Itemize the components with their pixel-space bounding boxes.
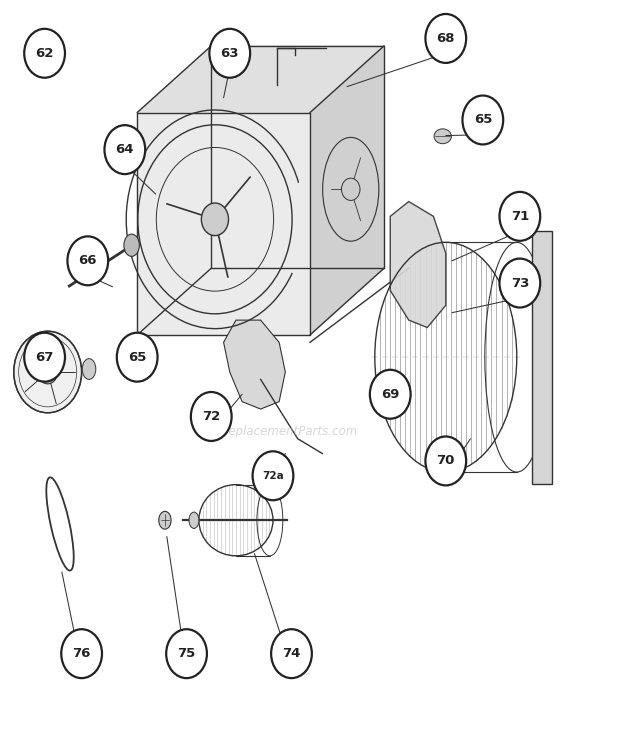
Text: 69: 69 xyxy=(381,388,399,401)
Ellipse shape xyxy=(159,511,171,529)
Circle shape xyxy=(117,333,157,382)
Circle shape xyxy=(24,29,65,77)
Circle shape xyxy=(463,95,503,144)
Text: 65: 65 xyxy=(474,114,492,126)
Text: 73: 73 xyxy=(511,277,529,289)
Circle shape xyxy=(370,370,410,419)
Circle shape xyxy=(271,629,312,678)
Text: 65: 65 xyxy=(128,350,146,364)
Circle shape xyxy=(38,360,58,384)
Text: eReplacementParts.com: eReplacementParts.com xyxy=(213,425,358,437)
Ellipse shape xyxy=(82,359,96,379)
Circle shape xyxy=(104,125,145,174)
Circle shape xyxy=(425,437,466,485)
Circle shape xyxy=(61,629,102,678)
Circle shape xyxy=(166,629,207,678)
Ellipse shape xyxy=(124,234,140,257)
Circle shape xyxy=(68,237,108,285)
Circle shape xyxy=(202,203,229,236)
Text: 67: 67 xyxy=(35,350,54,364)
Circle shape xyxy=(252,452,293,500)
Circle shape xyxy=(500,259,540,307)
Text: 70: 70 xyxy=(436,455,455,467)
Text: 62: 62 xyxy=(35,47,54,60)
Polygon shape xyxy=(224,320,285,409)
Ellipse shape xyxy=(189,512,199,528)
Polygon shape xyxy=(390,202,446,327)
Circle shape xyxy=(500,192,540,241)
Text: 68: 68 xyxy=(436,32,455,45)
Text: 64: 64 xyxy=(115,143,134,156)
Circle shape xyxy=(191,392,232,441)
Ellipse shape xyxy=(434,129,451,144)
Circle shape xyxy=(24,333,65,382)
Text: 75: 75 xyxy=(177,647,196,660)
Text: 74: 74 xyxy=(282,647,301,660)
Circle shape xyxy=(210,29,250,77)
Text: 71: 71 xyxy=(511,210,529,223)
Text: 72: 72 xyxy=(202,410,220,423)
Polygon shape xyxy=(137,46,384,112)
Polygon shape xyxy=(310,46,384,335)
Circle shape xyxy=(425,14,466,63)
Circle shape xyxy=(342,178,360,200)
Text: 66: 66 xyxy=(79,254,97,267)
Text: 63: 63 xyxy=(221,47,239,60)
Polygon shape xyxy=(137,112,310,335)
Text: 76: 76 xyxy=(73,647,91,660)
Circle shape xyxy=(14,331,82,413)
Text: 72a: 72a xyxy=(262,471,284,481)
Polygon shape xyxy=(533,231,552,484)
